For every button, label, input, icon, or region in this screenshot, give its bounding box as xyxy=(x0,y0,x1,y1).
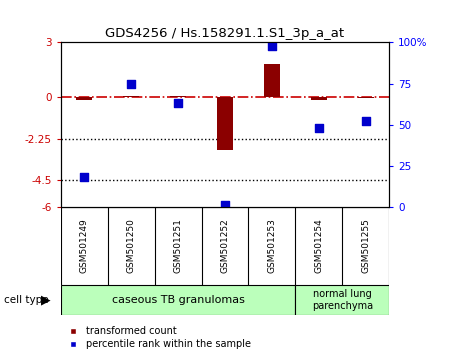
Bar xyxy=(61,285,295,315)
Text: ▶: ▶ xyxy=(40,293,50,307)
Bar xyxy=(358,97,374,98)
Text: GSM501255: GSM501255 xyxy=(361,218,370,274)
Point xyxy=(268,43,275,48)
Legend: transformed count, percentile rank within the sample: transformed count, percentile rank withi… xyxy=(63,326,251,349)
Bar xyxy=(295,285,389,315)
Text: normal lung
parenchyma: normal lung parenchyma xyxy=(312,289,373,311)
Text: GSM501251: GSM501251 xyxy=(174,218,183,274)
Bar xyxy=(76,97,92,100)
Text: cell type: cell type xyxy=(4,295,49,305)
Text: GSM501252: GSM501252 xyxy=(220,219,230,273)
Bar xyxy=(170,96,186,97)
Bar xyxy=(123,96,140,97)
Point xyxy=(81,175,88,180)
Point xyxy=(127,81,135,86)
Text: caseous TB granulomas: caseous TB granulomas xyxy=(112,295,244,305)
Text: GSM501249: GSM501249 xyxy=(80,219,89,273)
Point xyxy=(175,101,182,106)
Bar xyxy=(217,97,233,150)
Title: GDS4256 / Hs.158291.1.S1_3p_a_at: GDS4256 / Hs.158291.1.S1_3p_a_at xyxy=(105,27,345,40)
Point xyxy=(362,119,369,124)
Text: GSM501254: GSM501254 xyxy=(315,219,324,273)
Bar xyxy=(264,64,280,97)
Text: GSM501250: GSM501250 xyxy=(126,218,135,274)
Text: GSM501253: GSM501253 xyxy=(267,218,276,274)
Point xyxy=(221,202,229,208)
Point xyxy=(315,125,323,131)
Bar xyxy=(310,97,327,100)
